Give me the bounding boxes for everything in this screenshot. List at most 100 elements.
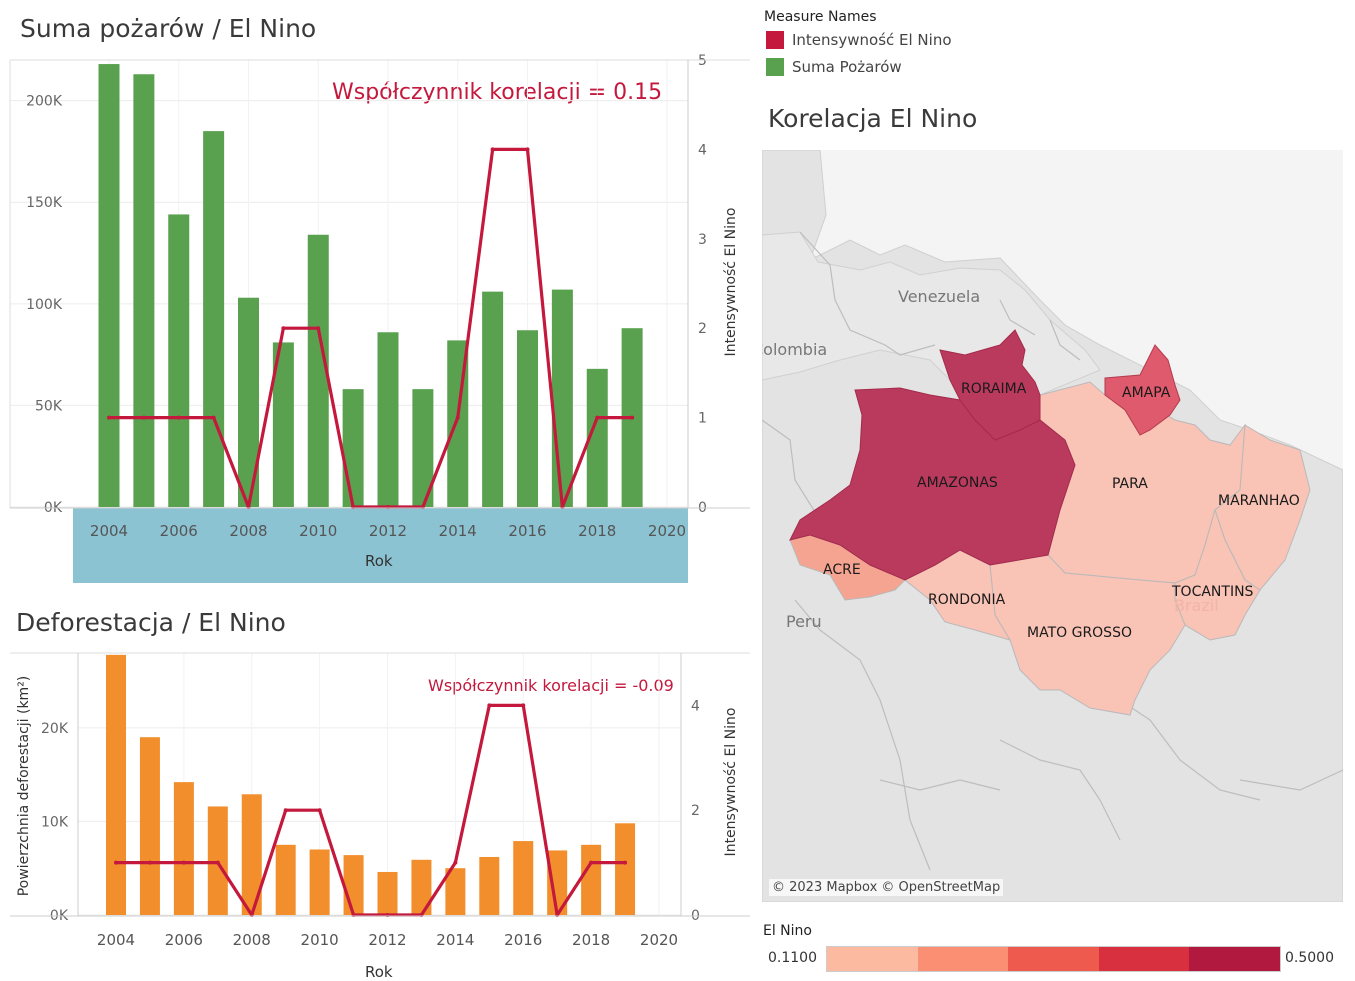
el-nino-point-2015[interactable] xyxy=(487,703,492,708)
bar-2005[interactable] xyxy=(139,737,160,915)
x-tick-label: 2018 xyxy=(578,522,616,540)
el-nino-point-2006[interactable] xyxy=(176,415,181,420)
state-label-amapa: AMAPA xyxy=(1122,385,1171,401)
bar-2012[interactable] xyxy=(377,332,399,507)
bar-2017[interactable] xyxy=(547,850,568,915)
chart1-axis-band xyxy=(73,508,688,583)
y-tick-label: 50K xyxy=(35,398,63,414)
state-label-acre: ACRE xyxy=(823,562,861,578)
color-legend-title: El Nino xyxy=(763,923,812,939)
y-tick-label: 150K xyxy=(26,195,63,211)
el-nino-point-2007[interactable] xyxy=(215,860,220,865)
el-nino-point-2019[interactable] xyxy=(623,860,628,865)
legend-swatch-el-nino xyxy=(766,31,784,49)
y2-tick-label: 4 xyxy=(698,142,707,158)
state-label-roraima: RORAIMA xyxy=(961,381,1027,397)
el-nino-point-2010[interactable] xyxy=(317,808,322,813)
bar-2013[interactable] xyxy=(412,389,434,507)
state-mato-grosso xyxy=(989,554,1186,716)
el-nino-point-2005[interactable] xyxy=(147,860,152,865)
bar-2004[interactable] xyxy=(98,64,120,508)
y-tick-label: 100K xyxy=(26,297,63,313)
color-legend-max: 0.5000 xyxy=(1285,950,1334,966)
el-nino-point-2015[interactable] xyxy=(490,147,495,152)
state-label-maranhao: MARANHAO xyxy=(1218,493,1300,509)
bar-2008[interactable] xyxy=(241,794,262,915)
el-nino-point-2009[interactable] xyxy=(283,808,288,813)
el-nino-point-2007[interactable] xyxy=(211,415,216,420)
color-legend-step-3 xyxy=(1008,947,1099,971)
bar-2006[interactable] xyxy=(173,782,194,915)
map-svg[interactable] xyxy=(762,150,1343,902)
bar-2006[interactable] xyxy=(168,214,190,507)
el-nino-point-2004[interactable] xyxy=(114,860,118,865)
x-tick-label: 2004 xyxy=(97,931,135,949)
x-tick-label: 2016 xyxy=(504,931,542,949)
x-tick-label: 2018 xyxy=(572,931,610,949)
bar-2013[interactable] xyxy=(411,859,432,915)
y2-tick-label: 2 xyxy=(691,803,700,819)
bar-2005[interactable] xyxy=(133,74,155,508)
country-label-venezuela: Venezuela xyxy=(898,287,981,306)
el-nino-line[interactable] xyxy=(109,147,633,509)
x-tick-label: 2008 xyxy=(229,522,267,540)
bar-2017[interactable] xyxy=(551,289,573,507)
bar-2018[interactable] xyxy=(586,368,608,507)
y2-tick-label: 1 xyxy=(698,411,707,427)
bar-2007[interactable] xyxy=(203,131,225,507)
x-tick-label: 2006 xyxy=(165,931,203,949)
bar-2018[interactable] xyxy=(581,844,602,915)
bar-2019[interactable] xyxy=(615,823,636,915)
legend-label-el-nino: Intensywność El Nino xyxy=(792,31,952,49)
bar-2009[interactable] xyxy=(275,844,296,915)
bar-2008[interactable] xyxy=(238,297,259,507)
legend-item-fires[interactable]: Suma Pożarów xyxy=(766,58,902,76)
x-tick-label: 2016 xyxy=(508,522,546,540)
chart1-xlabel: Rok xyxy=(365,552,393,570)
el-nino-point-2014[interactable] xyxy=(455,415,460,420)
y-tick-label: 200K xyxy=(26,94,63,110)
color-legend-ramp[interactable] xyxy=(826,946,1281,972)
el-nino-point-2018[interactable] xyxy=(595,415,600,420)
y-tick-label: 20K xyxy=(41,721,69,737)
color-legend-step-2 xyxy=(917,947,1009,971)
el-nino-point-2009[interactable] xyxy=(281,326,286,331)
legend-title: Measure Names xyxy=(764,9,877,25)
state-amapá xyxy=(1104,344,1181,436)
el-nino-point-2004[interactable] xyxy=(107,415,111,420)
bar-2012[interactable] xyxy=(377,871,398,915)
el-nino-point-2005[interactable] xyxy=(141,415,146,420)
x-tick-label: 2020 xyxy=(648,522,686,540)
legend-item-el-nino[interactable]: Intensywność El Nino xyxy=(766,31,952,49)
el-nino-point-2016[interactable] xyxy=(525,147,530,152)
bar-2009[interactable] xyxy=(272,342,294,507)
y2-tick-label: 2 xyxy=(698,321,707,337)
bar-2016[interactable] xyxy=(513,841,534,915)
x-tick-label: 2020 xyxy=(640,931,678,949)
bar-2011[interactable] xyxy=(343,855,364,915)
map-title: Korelacja El Nino xyxy=(768,104,978,133)
chart2-xlabel: Rok xyxy=(365,963,393,981)
el-nino-point-2018[interactable] xyxy=(589,860,594,865)
el-nino-point-2016[interactable] xyxy=(521,703,526,708)
bar-2010[interactable] xyxy=(307,234,329,507)
bar-2015[interactable] xyxy=(479,856,500,915)
el-nino-point-2006[interactable] xyxy=(181,860,186,865)
color-legend-step-4 xyxy=(1098,947,1190,971)
legend-label-fires: Suma Pożarów xyxy=(792,58,902,76)
map-attribution[interactable]: © 2023 Mapbox © OpenStreetMap xyxy=(769,879,1004,896)
bar-2015[interactable] xyxy=(482,291,504,507)
el-nino-point-2019[interactable] xyxy=(630,415,635,420)
bar-2004[interactable] xyxy=(106,654,126,915)
bar-2016[interactable] xyxy=(517,330,538,507)
x-tick-label: 2014 xyxy=(439,522,477,540)
bar-2010[interactable] xyxy=(309,849,330,916)
bar-2014[interactable] xyxy=(445,868,466,915)
el-nino-line[interactable] xyxy=(116,703,626,917)
bar-2011[interactable] xyxy=(342,389,364,507)
el-nino-point-2014[interactable] xyxy=(453,860,458,865)
el-nino-point-2010[interactable] xyxy=(316,326,321,331)
country-label-peru: Peru xyxy=(786,612,822,631)
